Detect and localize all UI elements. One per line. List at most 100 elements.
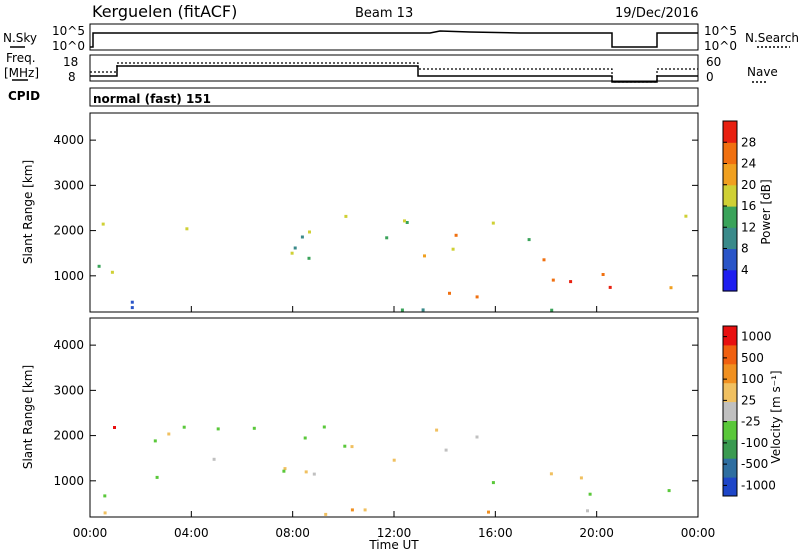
freq-panel-frame xyxy=(89,54,699,82)
power-echo-cell xyxy=(527,238,531,242)
power-echo-cell xyxy=(608,285,612,289)
nsky-panel-frame xyxy=(89,23,699,51)
power-echo-cell xyxy=(293,246,297,250)
velocity-echo-cell xyxy=(283,467,287,471)
power-echo-cell xyxy=(569,280,573,284)
velocity-colorbar-swatch xyxy=(723,458,737,478)
velocity-echo-cell xyxy=(491,481,495,485)
power-y-tick-label: 3000 xyxy=(53,178,84,192)
power-echo-cell xyxy=(290,251,294,255)
cpid-label: CPID xyxy=(8,89,40,103)
velocity-echo-cell xyxy=(392,458,396,462)
x-tick-label: 16:00 xyxy=(478,526,513,540)
cpid-panel-frame xyxy=(89,87,699,107)
power-colorbar-tick-label: 16 xyxy=(741,199,756,213)
velocity-echo-cell xyxy=(350,508,354,512)
velocity-colorbar-swatch xyxy=(723,439,737,459)
velocity-panel-frame xyxy=(89,317,699,518)
nsky-trace xyxy=(90,30,698,48)
power-echo-cell xyxy=(344,214,348,218)
power-echo-cell xyxy=(448,291,451,295)
x-tick-label: 20:00 xyxy=(579,526,614,540)
velocity-ylabel: Slant Range [km] xyxy=(21,365,35,469)
velocity-echo-cell xyxy=(113,426,116,429)
velocity-echo-cell xyxy=(216,427,220,431)
power-echo-cell xyxy=(451,247,455,251)
power-echo-cell xyxy=(669,286,673,290)
beam-title: Beam 13 xyxy=(355,6,413,21)
power-echo-cell xyxy=(601,273,605,276)
power-echo-cell xyxy=(454,233,458,237)
power-echo-cell xyxy=(684,214,688,218)
velocity-echo-cell xyxy=(435,428,439,432)
velocity-colorbar-tick-label: 500 xyxy=(741,351,764,365)
power-echo-cell xyxy=(307,256,311,260)
velocity-colorbar-swatch xyxy=(723,344,737,365)
velocity-echo-cell xyxy=(303,436,307,440)
x-tick-label: 00:00 xyxy=(681,526,716,540)
power-panel-frame xyxy=(89,112,699,313)
velocity-colorbar-tick-label: -25 xyxy=(741,415,761,429)
power-colorbar-swatch xyxy=(723,121,737,143)
power-colorbar-swatch xyxy=(723,142,737,165)
power-echo-cell xyxy=(403,219,406,223)
velocity-colorbar-frame xyxy=(722,325,738,497)
power-colorbar-tick-label: 24 xyxy=(741,157,756,171)
power-echo-cell xyxy=(130,306,134,310)
x-tick-label: 00:00 xyxy=(73,526,108,540)
nsearch-label: N.Search xyxy=(745,31,799,45)
x-tick-label: 04:00 xyxy=(174,526,209,540)
power-ylabel: Slant Range [km] xyxy=(21,160,35,264)
freq-label: Freq. xyxy=(6,51,36,65)
freq-unit: [MHz] xyxy=(4,66,39,80)
power-echo-cell xyxy=(491,221,495,225)
velocity-echo-cell xyxy=(312,472,316,476)
velocity-echo-cell xyxy=(167,432,171,436)
velocity-echo-cell xyxy=(153,439,157,443)
power-colorbar-swatch xyxy=(723,206,737,228)
power-echo-cell xyxy=(400,308,404,312)
power-colorbar-tick-label: 28 xyxy=(741,135,756,149)
velocity-echo-cell xyxy=(475,435,479,439)
nsearch-tick-bottom: 10^0 xyxy=(704,39,737,53)
power-echo-cell xyxy=(110,270,114,274)
power-echo-cell xyxy=(101,222,105,226)
velocity-colorbar-tick-label: 100 xyxy=(741,372,764,386)
power-echo-cell xyxy=(130,300,134,304)
power-echo-cell xyxy=(551,278,555,282)
x-ticks: 00:00 04:00 08:00 12:00 16:00 20:00 00:00 xyxy=(73,306,716,540)
velocity-echo-cell xyxy=(487,510,490,514)
x-tick-label: 12:00 xyxy=(377,526,412,540)
velocity-colorbar-tick-label: 1000 xyxy=(741,330,772,344)
power-colorbar-label: Power [dB] xyxy=(759,179,773,244)
nave-trace xyxy=(90,62,698,83)
velocity-colorbar-swatch xyxy=(723,477,737,497)
station-title: Kerguelen (fitACF) xyxy=(92,2,237,21)
velocity-echo-cell xyxy=(444,448,448,452)
power-colorbar: 4 8 12 16 20 24 28 xyxy=(722,120,756,292)
velocity-colorbar: 1000 500 100 25 -25 -100 -500 -1000 xyxy=(722,325,776,497)
power-colorbar-swatch xyxy=(723,163,737,186)
power-y-tick-label: 4000 xyxy=(53,133,84,147)
power-colorbar-tick-label: 12 xyxy=(741,220,756,234)
power-echo-cell xyxy=(423,254,426,258)
velocity-echo-layer xyxy=(103,425,671,516)
velocity-echo-cell xyxy=(322,425,326,429)
velocity-echo-cell xyxy=(252,426,256,430)
velocity-colorbar-swatch xyxy=(723,363,737,384)
velocity-echo-cell xyxy=(549,472,553,476)
power-y-tick-label: 2000 xyxy=(53,224,84,238)
velocity-echo-cell xyxy=(182,425,186,429)
nave-label: Nave xyxy=(747,65,778,79)
power-colorbar-swatch xyxy=(723,269,737,292)
velocity-colorbar-swatch xyxy=(723,420,737,440)
power-echo-cell xyxy=(475,295,479,299)
freq-trace xyxy=(90,65,698,83)
power-colorbar-swatch xyxy=(723,248,737,271)
date-title: 19/Dec/2016 xyxy=(615,6,699,21)
velocity-echo-cell xyxy=(103,494,107,498)
power-echo-cell xyxy=(300,235,304,239)
velocity-y-tick-label: 2000 xyxy=(53,429,84,443)
power-colorbar-tick-label: 8 xyxy=(741,242,749,256)
